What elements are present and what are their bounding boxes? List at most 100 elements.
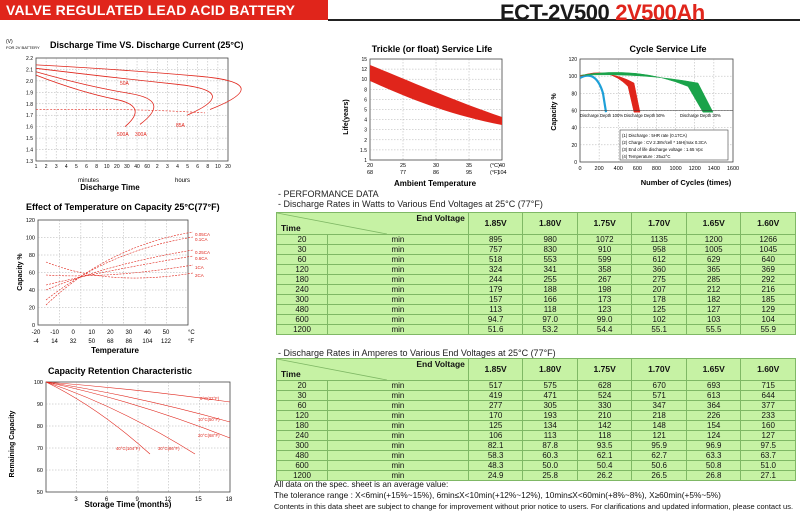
x-tick-label: 800 [652,166,661,172]
y-tick-label: 80 [29,253,35,259]
y-tick-label: 3 [364,128,367,134]
retention-curve-1 [45,381,231,423]
discharge-curve-300A [35,71,155,125]
y-tick-label: 4 [364,118,367,124]
value-cell: 233 [740,410,796,421]
y-tick-label: 6 [364,97,367,103]
table-header-row: End Voltage Time 1.85V 1.80V 1.75V 1.70V 1.65V… [276,358,796,381]
x-hours-label: hours [175,178,190,184]
temp-grid [37,219,189,326]
time-cell: 20 [276,380,328,391]
value-cell: 134 [522,420,578,431]
voltage-header: 1.60V [740,212,796,235]
value-cell: 96.9 [685,440,742,451]
x-tick-label: 1000 [670,166,682,172]
value-cell: 63.7 [740,450,796,461]
time-cell: 60 [276,254,328,265]
value-cell: 244 [467,274,524,285]
y-tick-label: 1.7 [26,113,33,119]
y-tick-label: 60 [29,271,35,277]
time-cell: 300 [276,294,328,305]
temp-curves [45,231,194,306]
value-cell: 364 [685,400,742,411]
x-tick-label: 10 [215,164,221,170]
retention-curve-0 [45,381,231,403]
x-tick-label: 3 [55,164,58,170]
retention-y-ticks: 100 90 80 70 60 50 [34,380,43,496]
x-tick-label: 8 [206,164,209,170]
unit-cell: min [327,264,469,275]
float-x-tick-c: 40 [499,163,505,169]
temp-unit-c: °C [188,330,195,336]
temp-curve-4 [45,264,194,277]
value-cell: 629 [685,254,742,265]
discharge-curve-85A [35,67,213,116]
depth-30-label: Discharge Depth 30% [680,113,721,118]
y-tick-label: 5 [364,108,367,114]
x-tick-label: 20 [114,164,120,170]
table-row: 240 min 179 188 198 207 212 216 [276,284,796,295]
discharge-y-unit2: FOR 2V BATTERY [6,45,40,50]
float-x-label: Ambient Temperature [394,179,477,188]
value-cell: 358 [576,264,633,275]
value-cell: 106 [467,430,524,441]
value-cell: 178 [631,294,687,305]
y-tick-label: 20 [571,143,577,149]
value-cell: 670 [631,380,687,391]
x-tick-label: 3 [74,497,78,503]
y-tick-label: 1.4 [26,148,33,154]
value-cell: 50.4 [576,460,633,471]
time-cell: 1200 [276,470,328,481]
y-tick-label: 70 [37,446,43,452]
discharge-y-unit: (V) [6,39,13,45]
table-row: 480 min 113 118 123 125 127 129 [276,304,796,315]
unit-cell: min [327,400,469,411]
value-cell: 895 [467,234,524,245]
discharge-curve-50A [35,64,242,110]
y-tick-label: 2.2 [26,56,33,62]
voltage-header: 1.70V [631,358,687,381]
retention-chart: Capacity Retention Characteristic 100 90 8… [0,364,240,517]
value-cell: 166 [522,294,578,305]
value-cell: 210 [576,410,633,421]
table-row: 120 min 170 193 210 218 226 233 [276,410,796,421]
value-cell: 125 [631,304,687,315]
time-cell: 600 [276,314,328,325]
voltage-header: 1.75V [576,212,633,235]
unit-cell: min [327,294,469,305]
float-unit-c: (°C) [490,163,500,169]
cycle-y-label: Capacity % [551,93,558,131]
unit-cell: min [327,460,469,471]
value-cell: 218 [631,410,687,421]
temperature-capacity-svg: Effect of Temperature on Capacity 25°C(7… [17,202,220,355]
discharge-curves [35,64,242,127]
curve-label-500a: 500A [117,132,129,138]
value-cell: 1266 [740,234,796,245]
y-tick-label: 0 [574,160,577,166]
value-cell: 127 [740,430,796,441]
table-row: 300 min 157 166 173 178 182 185 [276,294,796,305]
value-cell: 51.0 [740,460,796,471]
temperature-capacity-chart: Effect of Temperature on Capacity 25°C(7… [0,200,235,360]
depth-100-label: Discharge Depth 100% [580,113,623,118]
x-tick-label: 12 [164,497,171,503]
y-tick-label: 90 [37,402,43,408]
cycle-legend-3: (3) End of life discharge voltage : 1.65… [622,147,704,152]
value-cell: 62.7 [631,450,687,461]
discharge-title: Discharge Time VS. Discharge Current (25… [50,40,244,50]
retention-title: Capacity Retention Characteristic [48,366,192,376]
y-tick-label: 2.1 [26,67,33,73]
temp-x-tick-f: -4 [33,339,39,345]
value-cell: 575 [522,380,578,391]
value-cell: 154 [685,420,742,431]
document-title: VALVE REGULATED LEAD ACID BATTERY [6,2,296,18]
y-tick-label: 60 [571,109,577,115]
unit-cell: min [327,254,469,265]
value-cell: 60.3 [522,450,578,461]
ret-label-2: 20°C(68°F) [198,433,220,438]
value-cell: 305 [522,400,578,411]
temp-x-tick-c: 30 [126,330,133,336]
value-cell: 198 [576,284,633,295]
temp-curve-5 [45,261,194,279]
